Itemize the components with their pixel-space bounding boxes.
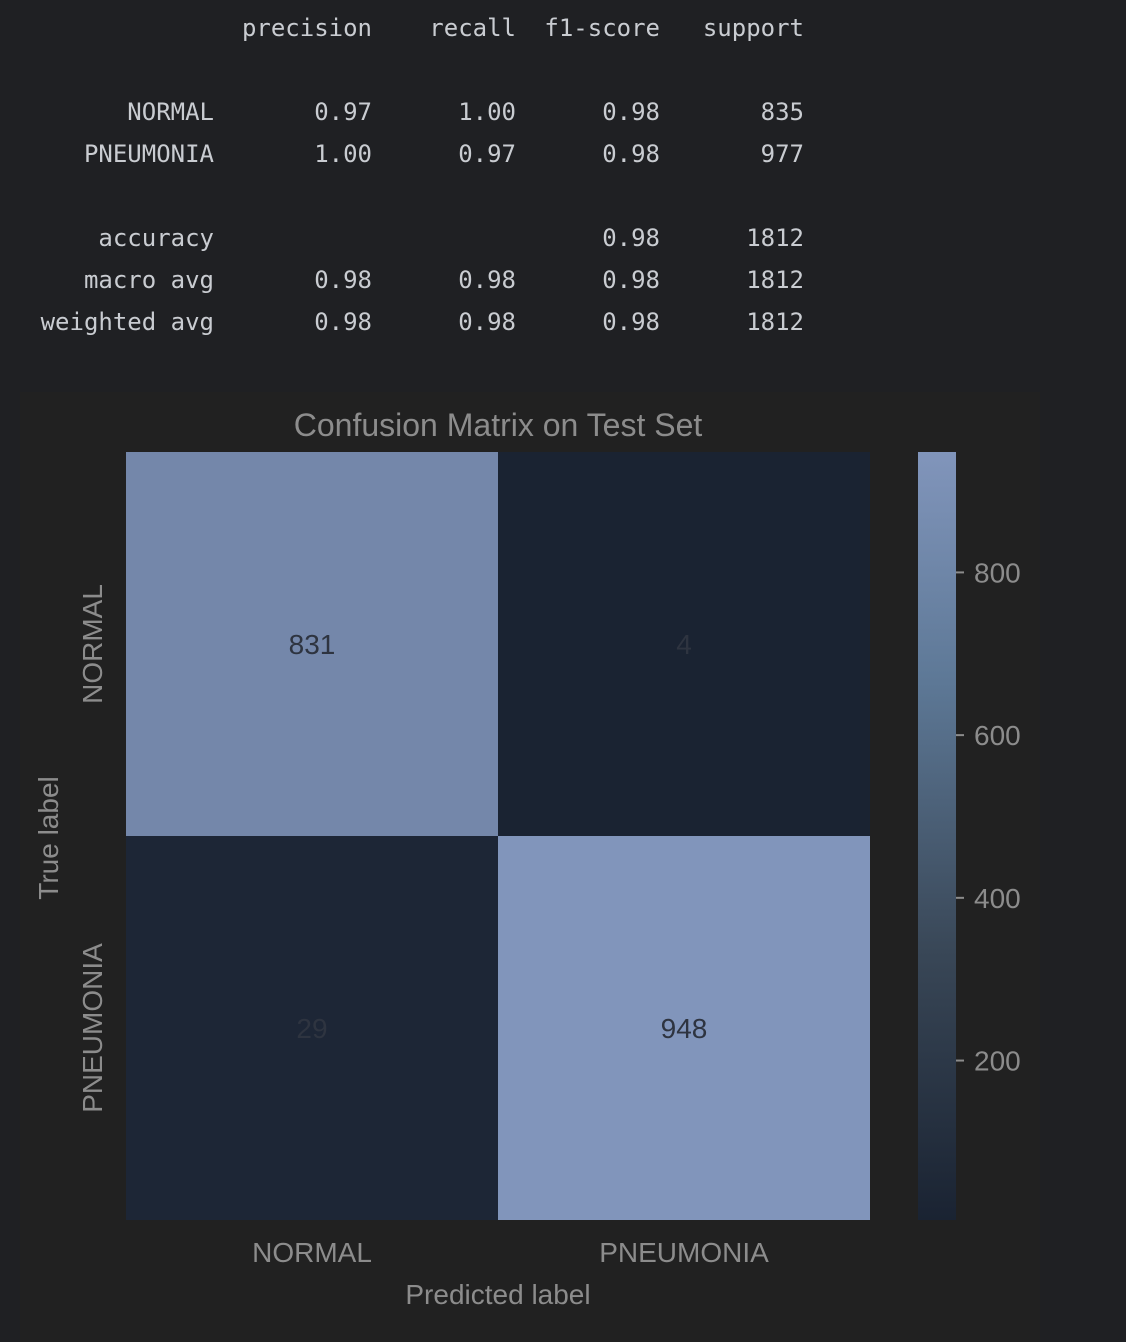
heatmap-cell	[126, 836, 498, 1220]
report-accuracy-f1: 0.98	[602, 224, 660, 252]
heatmap-cell	[498, 836, 870, 1220]
report-normal-recall: 1.00	[458, 98, 516, 126]
heatmap-cell-value: 4	[676, 629, 692, 660]
x-axis-label: Predicted label	[405, 1279, 590, 1310]
report-header-support: support	[702, 14, 804, 42]
x-tick-label: NORMAL	[252, 1237, 372, 1268]
report-row-label-normal: NORMAL	[127, 98, 214, 126]
report-row-label-weighted-avg: weighted avg	[40, 308, 214, 336]
y-tick-label: PNEUMONIA	[77, 943, 108, 1113]
report-weighted-avg-recall: 0.98	[458, 308, 516, 336]
heatmap-cells: 831 4 29 948	[126, 452, 870, 1220]
report-macro-avg-f1: 0.98	[602, 266, 660, 294]
confusion-matrix-figure: Confusion Matrix on Test Set 831 4 29 948 N…	[20, 392, 1040, 1342]
report-row-label-macro-avg: macro avg	[83, 266, 214, 294]
report-normal-f1: 0.98	[602, 98, 660, 126]
heatmap-cell	[498, 452, 870, 836]
report-pneumonia-f1: 0.98	[602, 140, 660, 168]
report-pneumonia-support: 977	[760, 140, 804, 168]
colorbar-tick-label: 800	[974, 557, 1021, 588]
colorbar-tick-label: 400	[974, 883, 1021, 914]
heatmap-cell-value: 948	[661, 1013, 708, 1044]
report-weighted-avg-f1: 0.98	[602, 308, 660, 336]
heatmap-cell	[126, 452, 498, 836]
x-tick-labels: NORMAL PNEUMONIA	[252, 1237, 769, 1268]
classification-report: precision recall f1-score support NORMAL 0.97…	[0, 0, 1126, 360]
confusion-matrix-chart: Confusion Matrix on Test Set 831 4 29 948 N…	[33, 407, 1021, 1310]
y-tick-labels: NORMAL PNEUMONIA	[77, 584, 108, 1113]
x-tick-label: PNEUMONIA	[599, 1237, 769, 1268]
y-axis-label: True label	[33, 776, 64, 899]
report-row-label-accuracy: accuracy	[98, 224, 214, 252]
report-macro-avg-recall: 0.98	[458, 266, 516, 294]
report-row-label-pneumonia: PNEUMONIA	[83, 140, 214, 168]
report-header-f1-score: f1-score	[544, 14, 660, 42]
report-normal-precision: 0.97	[314, 98, 372, 126]
colorbar-ticks: 200 400 600 800	[956, 557, 1021, 1077]
report-macro-avg-support: 1812	[746, 266, 804, 294]
report-pneumonia-precision: 1.00	[314, 140, 372, 168]
heatmap-cell-value: 29	[296, 1013, 327, 1044]
report-pneumonia-recall: 0.97	[458, 140, 516, 168]
report-header-recall: recall	[429, 14, 516, 42]
y-tick-label: NORMAL	[77, 584, 108, 704]
report-macro-avg-precision: 0.98	[314, 266, 372, 294]
report-weighted-avg-precision: 0.98	[314, 308, 372, 336]
chart-title: Confusion Matrix on Test Set	[294, 407, 703, 443]
colorbar-tick-label: 200	[974, 1046, 1021, 1077]
colorbar-tick-label: 600	[974, 720, 1021, 751]
report-accuracy-support: 1812	[746, 224, 804, 252]
report-normal-support: 835	[760, 98, 804, 126]
report-header-precision: precision	[241, 14, 372, 42]
report-weighted-avg-support: 1812	[746, 308, 804, 336]
heatmap-cell-value: 831	[289, 629, 336, 660]
colorbar	[918, 452, 956, 1220]
